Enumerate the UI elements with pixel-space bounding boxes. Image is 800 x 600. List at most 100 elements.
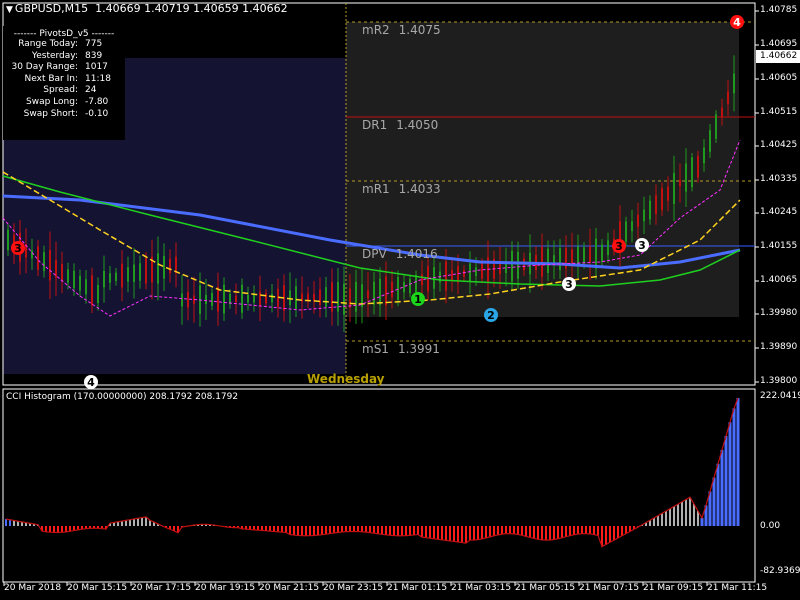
info-row-label: Next Bar In: bbox=[24, 73, 78, 84]
info-row-value: 11:18 bbox=[85, 73, 111, 84]
cci-axis-label: 0.00 bbox=[760, 521, 781, 531]
time-axis-label: 20 Mar 23:15 bbox=[323, 583, 384, 593]
pivot-name: mR2 bbox=[362, 23, 390, 37]
info-panel-header: ------- PivotsD_v5 ------- bbox=[13, 29, 115, 39]
chart-ohlc: 1.40669 1.40719 1.40659 1.40662 bbox=[95, 2, 288, 15]
signal-marker: 3 bbox=[11, 241, 25, 255]
info-row: Swap Long: -7.80 bbox=[3, 97, 125, 109]
pivot-value: 1.4050 bbox=[396, 118, 439, 132]
signal-marker-dot bbox=[11, 241, 25, 255]
time-axis-label: 21 Mar 07:15 bbox=[579, 583, 640, 593]
signal-marker: 2 bbox=[484, 308, 498, 322]
signal-marker-dot bbox=[84, 375, 98, 389]
info-row-label: Swap Short: bbox=[23, 108, 78, 119]
time-axis-label: 21 Mar 03:15 bbox=[451, 583, 512, 593]
signal-marker-label: 3 bbox=[14, 242, 22, 255]
pivot-value: 1.3991 bbox=[397, 342, 440, 356]
pivot-label-ms1: mS1 1.3991 bbox=[362, 342, 440, 356]
cci-axis-label: -82.9369 bbox=[760, 566, 800, 576]
time-axis-label: 20 Mar 21:15 bbox=[259, 583, 320, 593]
time-axis-label: 20 Mar 17:15 bbox=[131, 583, 192, 593]
signal-marker-dot bbox=[562, 277, 576, 291]
price-axis-label: 1.40425 bbox=[760, 140, 798, 150]
info-row-value: 24 bbox=[85, 85, 97, 96]
moving-averages bbox=[2, 139, 741, 317]
signal-marker: 3 bbox=[562, 277, 576, 291]
pivot-label-dpv: DPV 1.4016 bbox=[362, 247, 438, 261]
signal-marker-dot bbox=[612, 239, 626, 253]
signal-marker-dot bbox=[635, 238, 649, 252]
pivot-value: 1.4075 bbox=[398, 23, 441, 37]
signal-markers: 3 4 1 2 3 3 3 4 bbox=[11, 15, 744, 389]
pivot-value: 1.4033 bbox=[398, 182, 441, 196]
price-axis-label: 1.39890 bbox=[760, 342, 798, 352]
chart-title: ▼ GBPUSD,M15 1.40669 1.40719 1.40659 1.40… bbox=[6, 2, 288, 15]
time-axis-label: 21 Mar 05:15 bbox=[515, 583, 576, 593]
indicator-title: CCI Histogram (170.00000000) 208.1792 20… bbox=[6, 392, 239, 402]
pivot-label-dr1: DR1 1.4050 bbox=[362, 118, 438, 132]
info-row-label: 30 Day Range: bbox=[11, 62, 78, 73]
price-axis-label: 1.40335 bbox=[760, 174, 798, 184]
pivots-info-panel: ------- PivotsD_v5 ------- Range Today: 7… bbox=[3, 26, 125, 140]
info-row-label: Range Today: bbox=[18, 39, 78, 49]
time-axis-label: 20 Mar 15:15 bbox=[67, 583, 128, 593]
info-row-value: 1017 bbox=[85, 62, 108, 73]
pivot-name: DR1 bbox=[362, 118, 388, 132]
pivot-label-mr1: mR1 1.4033 bbox=[362, 182, 441, 196]
axis-ticks bbox=[3, 10, 759, 586]
info-row: Swap Short: -0.10 bbox=[3, 109, 125, 121]
signal-marker-label: 3 bbox=[638, 239, 646, 252]
main-chart-frame bbox=[2, 2, 756, 386]
time-axis-label: 20 Mar 19:15 bbox=[195, 583, 256, 593]
price-axis-label: 1.40245 bbox=[760, 207, 798, 217]
ma-magenta-line bbox=[2, 139, 741, 317]
chart-menu-arrow-icon[interactable]: ▼ bbox=[6, 5, 13, 15]
time-axis-label: 21 Mar 01:15 bbox=[387, 583, 448, 593]
signal-marker-label: 2 bbox=[487, 309, 495, 322]
info-row-label: Yesterday: bbox=[31, 50, 78, 61]
info-row: 30 Day Range: 1017 bbox=[3, 62, 125, 74]
cci-axis-label: 222.0419 bbox=[760, 391, 800, 401]
price-axis-label: 1.40515 bbox=[760, 107, 798, 117]
info-row: Spread: 24 bbox=[3, 85, 125, 97]
ma-blue-line bbox=[2, 194, 741, 270]
info-row-value: -0.10 bbox=[85, 108, 109, 119]
signal-marker-dot bbox=[484, 308, 498, 322]
price-axis-label: 1.39800 bbox=[760, 376, 798, 386]
current-price-box: 1.40662 bbox=[756, 50, 800, 63]
price-axis-label: 1.40065 bbox=[760, 275, 798, 285]
signal-marker: 4 bbox=[84, 375, 98, 389]
signal-marker-dot bbox=[730, 15, 744, 29]
pivot-name: DPV bbox=[362, 247, 387, 261]
info-row-value: 775 bbox=[85, 39, 103, 49]
signal-marker-label: 1 bbox=[414, 293, 422, 306]
price-axis-label: 1.39980 bbox=[760, 308, 798, 318]
info-row: Yesterday: 839 bbox=[3, 51, 125, 63]
signal-marker: 3 bbox=[635, 238, 649, 252]
pivot-name: mR1 bbox=[362, 182, 390, 196]
indicator-frame bbox=[2, 388, 756, 583]
cci-histogram bbox=[5, 397, 740, 548]
info-row: Range Today: 775 bbox=[3, 39, 125, 51]
pivot-label-mr2: mR2 1.4075 bbox=[362, 23, 441, 37]
time-axis-label: 21 Mar 09:15 bbox=[643, 583, 704, 593]
signal-marker-label: 4 bbox=[733, 16, 741, 29]
info-row: Next Bar In: 11:18 bbox=[3, 74, 125, 86]
ma-yellow-line bbox=[2, 171, 741, 305]
info-row-value: 839 bbox=[85, 50, 103, 61]
pivot-name: mS1 bbox=[362, 342, 389, 356]
signal-marker-label: 3 bbox=[565, 278, 573, 291]
info-row-label: Swap Long: bbox=[26, 96, 78, 107]
info-row-value: -7.80 bbox=[85, 96, 109, 107]
signal-marker-label: 3 bbox=[615, 240, 623, 253]
price-axis-label: 1.40695 bbox=[760, 39, 798, 49]
time-axis-label: 20 Mar 2018 bbox=[4, 583, 62, 593]
pivot-value: 1.4016 bbox=[395, 247, 438, 261]
price-axis-label: 1.40605 bbox=[760, 73, 798, 83]
signal-marker: 4 bbox=[730, 15, 744, 29]
info-row-label: Spread: bbox=[43, 85, 78, 96]
signal-marker: 1 bbox=[411, 292, 425, 306]
signal-marker-label: 4 bbox=[87, 376, 95, 389]
signal-marker: 3 bbox=[612, 239, 626, 253]
